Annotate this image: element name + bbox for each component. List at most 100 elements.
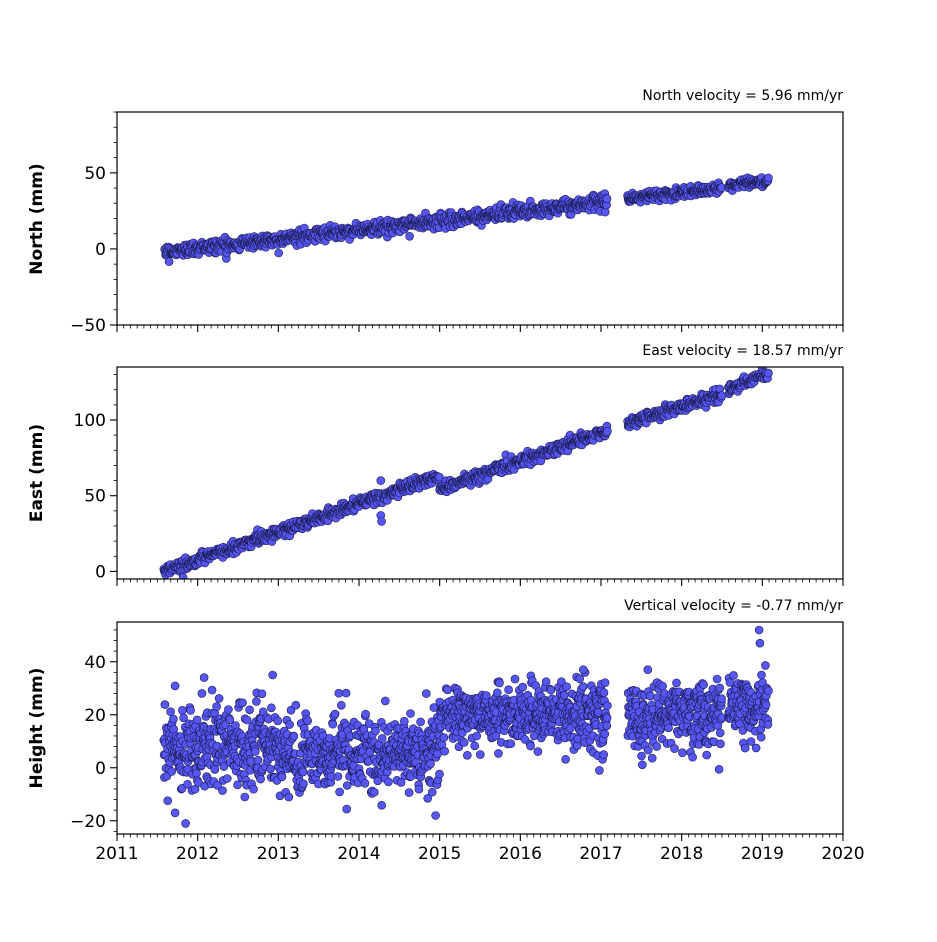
- height-x-tick-label: 2015: [418, 844, 461, 864]
- height-data-point: [559, 690, 569, 700]
- height-data-point: [761, 661, 770, 670]
- height-data-point: [763, 720, 773, 729]
- height-data-point: [160, 700, 170, 709]
- height-data-point: [252, 697, 261, 706]
- north-data-point: [600, 207, 610, 217]
- north-y-tick-label: −50: [70, 316, 106, 336]
- height-data-point: [475, 750, 485, 759]
- north-y-tick-label: 50: [84, 164, 106, 184]
- height-data-point: [377, 734, 387, 743]
- height-data-point: [599, 688, 609, 698]
- height-data-point: [599, 750, 609, 759]
- height-data-point: [416, 717, 425, 727]
- height-data-point: [380, 696, 390, 706]
- height-data-point: [197, 689, 207, 698]
- height-data-point: [495, 678, 504, 688]
- height-data-point: [169, 714, 178, 724]
- height-data-point: [603, 701, 612, 710]
- height-data-point: [510, 674, 520, 684]
- height-data-point: [384, 777, 393, 787]
- height-data-point: [462, 750, 472, 760]
- height-data-point: [688, 752, 697, 762]
- height-data-point: [404, 788, 414, 797]
- height-data-point: [443, 685, 452, 695]
- height-data-point: [593, 708, 603, 717]
- height-y-tick-label: 0: [95, 759, 106, 779]
- height-x-tick-label: 2011: [95, 844, 138, 864]
- height-data-point: [561, 754, 570, 764]
- height-data-point: [342, 781, 352, 790]
- east-outlier-point: [377, 517, 386, 526]
- height-data-point: [183, 779, 192, 789]
- height-data-point: [647, 753, 657, 763]
- height-data-point: [245, 705, 254, 715]
- east-outlier-point: [178, 573, 188, 579]
- height-data-point: [470, 741, 480, 751]
- height-data-point: [242, 715, 252, 725]
- height-data-point: [433, 749, 442, 759]
- height-data-point: [223, 774, 232, 783]
- height-data-point: [219, 762, 229, 771]
- height-x-tick-label: 2020: [821, 844, 864, 864]
- height-data-point: [256, 774, 265, 784]
- height-outlier-point: [181, 819, 190, 828]
- height-x-tick-label: 2013: [257, 844, 300, 864]
- height-data-point: [273, 716, 283, 726]
- height-data-point: [218, 786, 227, 795]
- height-outlier-point: [199, 673, 209, 682]
- height-data-point: [333, 772, 343, 781]
- height-data-point: [335, 787, 344, 797]
- height-data-point: [670, 744, 679, 753]
- height-data-point: [342, 804, 352, 814]
- height-data-point: [658, 681, 667, 691]
- east-data-point: [603, 426, 612, 436]
- height-panel: Vertical velocity = -0.77 mm/yr Height (…: [27, 598, 865, 864]
- height-points: [159, 625, 773, 828]
- height-outlier-point: [431, 811, 440, 820]
- height-data-point: [267, 703, 276, 713]
- height-data-point: [699, 680, 708, 690]
- height-data-point: [440, 746, 450, 756]
- height-data-point: [240, 792, 250, 802]
- north-data-point: [274, 248, 284, 258]
- height-data-point: [291, 700, 301, 710]
- height-data-point: [233, 780, 242, 790]
- height-data-point: [492, 688, 502, 698]
- height-data-point: [166, 707, 175, 717]
- height-data-point: [186, 706, 195, 715]
- north-data-point: [164, 257, 174, 266]
- height-data-point: [299, 779, 308, 789]
- east-velocity-title: East velocity = 18.57 mm/yr: [642, 343, 843, 359]
- east-outlier-point: [376, 476, 386, 485]
- height-data-point: [179, 713, 188, 723]
- height-data-point: [764, 686, 773, 696]
- height-data-point: [336, 700, 346, 710]
- height-data-point: [246, 757, 255, 766]
- height-data-point: [214, 694, 224, 703]
- height-data-point: [238, 698, 247, 708]
- height-data-point: [361, 709, 370, 719]
- height-data-point: [251, 747, 260, 756]
- height-data-point: [664, 723, 673, 733]
- height-data-point: [163, 796, 172, 806]
- height-data-point: [285, 720, 294, 729]
- height-data-point: [602, 721, 612, 731]
- height-data-point: [506, 739, 516, 749]
- east-data-point: [434, 472, 444, 482]
- height-data-point: [170, 681, 180, 691]
- height-data-point: [377, 800, 387, 810]
- height-data-point: [212, 702, 221, 711]
- height-outlier-point: [578, 665, 588, 675]
- north-axes: −50 0 50: [70, 111, 844, 336]
- height-data-point: [600, 678, 610, 688]
- north-panel: North velocity = 5.96 mm/yr North (mm) −…: [27, 88, 844, 336]
- height-data-point: [427, 787, 437, 797]
- height-data-point: [224, 705, 233, 714]
- height-data-point: [328, 719, 338, 729]
- height-data-point: [562, 682, 572, 692]
- height-data-point: [717, 694, 726, 704]
- height-y-tick-label: 40: [84, 653, 106, 673]
- height-data-point: [716, 739, 725, 749]
- height-data-point: [360, 778, 370, 788]
